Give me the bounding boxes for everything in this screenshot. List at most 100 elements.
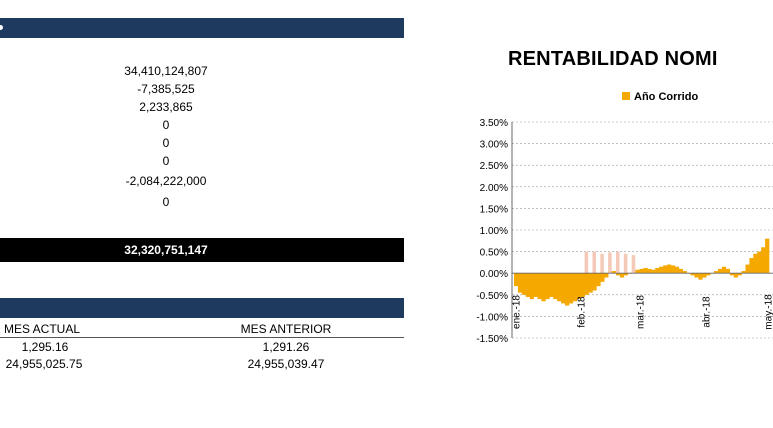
y-tick-label: 3.00% <box>480 140 508 151</box>
bar <box>627 273 632 274</box>
chart-legend: Año Corrido <box>622 91 698 103</box>
bar <box>600 253 604 274</box>
bar <box>616 273 621 276</box>
bar <box>702 273 707 278</box>
bar <box>631 255 636 274</box>
bar <box>545 273 550 300</box>
bar <box>706 273 711 276</box>
total-bar <box>0 238 404 262</box>
bar <box>514 273 519 287</box>
bar <box>635 269 640 274</box>
x-tick-label: may.-18 <box>764 294 773 330</box>
bar <box>600 273 605 282</box>
bar <box>667 264 672 274</box>
y-tick-label: 2.00% <box>480 183 508 194</box>
x-tick-label: mar.-18 <box>636 295 647 329</box>
bar <box>725 268 731 274</box>
bar <box>659 266 664 274</box>
x-tick-label: feb.-18 <box>577 296 588 328</box>
bar <box>608 271 613 274</box>
bar <box>733 273 738 278</box>
bar <box>655 268 660 274</box>
legend-label: Año Corrido <box>634 91 699 103</box>
bar <box>674 266 680 274</box>
value-row: 0 <box>162 118 170 132</box>
bar <box>690 273 695 276</box>
table-cell: 1,291.26 <box>262 340 310 354</box>
bar <box>761 247 766 274</box>
value-row: 0 <box>162 195 170 209</box>
bar <box>612 271 617 274</box>
bar <box>580 273 585 297</box>
y-tick-label: -1.50% <box>476 334 508 345</box>
bar <box>584 273 589 295</box>
bar <box>557 273 562 302</box>
value-row: 2,233,865 <box>139 100 193 114</box>
bar <box>765 238 770 274</box>
bar <box>686 273 691 274</box>
bar <box>541 273 546 302</box>
x-tick-label: abr.-18 <box>702 296 713 328</box>
bar <box>651 269 656 274</box>
section-header-bar <box>0 18 404 38</box>
table-header-bar <box>0 298 404 318</box>
y-tick-label: 0.50% <box>480 248 508 259</box>
bar <box>596 273 601 287</box>
bar <box>757 251 762 274</box>
bar <box>745 264 750 274</box>
bar <box>670 265 676 274</box>
y-tick-label: -1.00% <box>476 312 508 323</box>
bar <box>592 273 597 291</box>
value-row: 34,410,124,807 <box>124 64 208 78</box>
bar <box>678 268 683 274</box>
y-tick-label: -0.50% <box>476 291 508 302</box>
bar <box>537 273 542 300</box>
bar <box>710 273 715 274</box>
bar <box>608 252 612 274</box>
bar <box>718 268 723 274</box>
bar <box>553 273 558 300</box>
bar <box>729 273 734 276</box>
header-dot-icon <box>0 25 3 30</box>
bar <box>525 273 530 297</box>
legend-swatch-icon <box>622 92 630 100</box>
chart-title: RENTABILIDAD NOMI <box>508 48 718 70</box>
y-tick-label: 2.50% <box>480 161 508 172</box>
y-tick-label: 1.50% <box>480 204 508 215</box>
bar <box>517 273 523 293</box>
bar <box>721 266 727 274</box>
bar <box>588 273 593 293</box>
col-header-mes-anterior: MES ANTERIOR <box>240 322 332 336</box>
y-tick-label: 3.50% <box>480 118 508 129</box>
bar <box>694 273 699 278</box>
bar <box>565 273 570 306</box>
bar <box>584 251 589 274</box>
bar <box>604 273 609 278</box>
bar <box>529 273 534 300</box>
bar <box>663 265 668 274</box>
bar <box>643 268 648 274</box>
bar <box>737 273 742 276</box>
bar <box>619 273 625 278</box>
table-cell: 24,955,025.75 <box>5 357 83 371</box>
bar <box>533 273 538 297</box>
value-row: 0 <box>162 154 170 168</box>
bar <box>631 271 636 274</box>
value-row: -7,385,525 <box>137 82 195 96</box>
table-cell: 24,955,039.47 <box>247 357 325 371</box>
bar <box>572 273 578 302</box>
value-row: 0 <box>162 136 170 150</box>
bar <box>623 253 628 274</box>
header-divider <box>0 337 404 338</box>
y-tick-label: 1.00% <box>480 226 508 237</box>
bar <box>682 271 687 274</box>
bar <box>568 273 574 304</box>
bar <box>698 273 703 280</box>
bar <box>592 251 596 274</box>
bar <box>561 273 566 304</box>
bar <box>741 271 746 274</box>
total-value: 32,320,751,147 <box>124 243 208 257</box>
bar <box>714 271 719 274</box>
bar <box>639 268 644 274</box>
table-cell: 1,295.16 <box>21 340 69 354</box>
